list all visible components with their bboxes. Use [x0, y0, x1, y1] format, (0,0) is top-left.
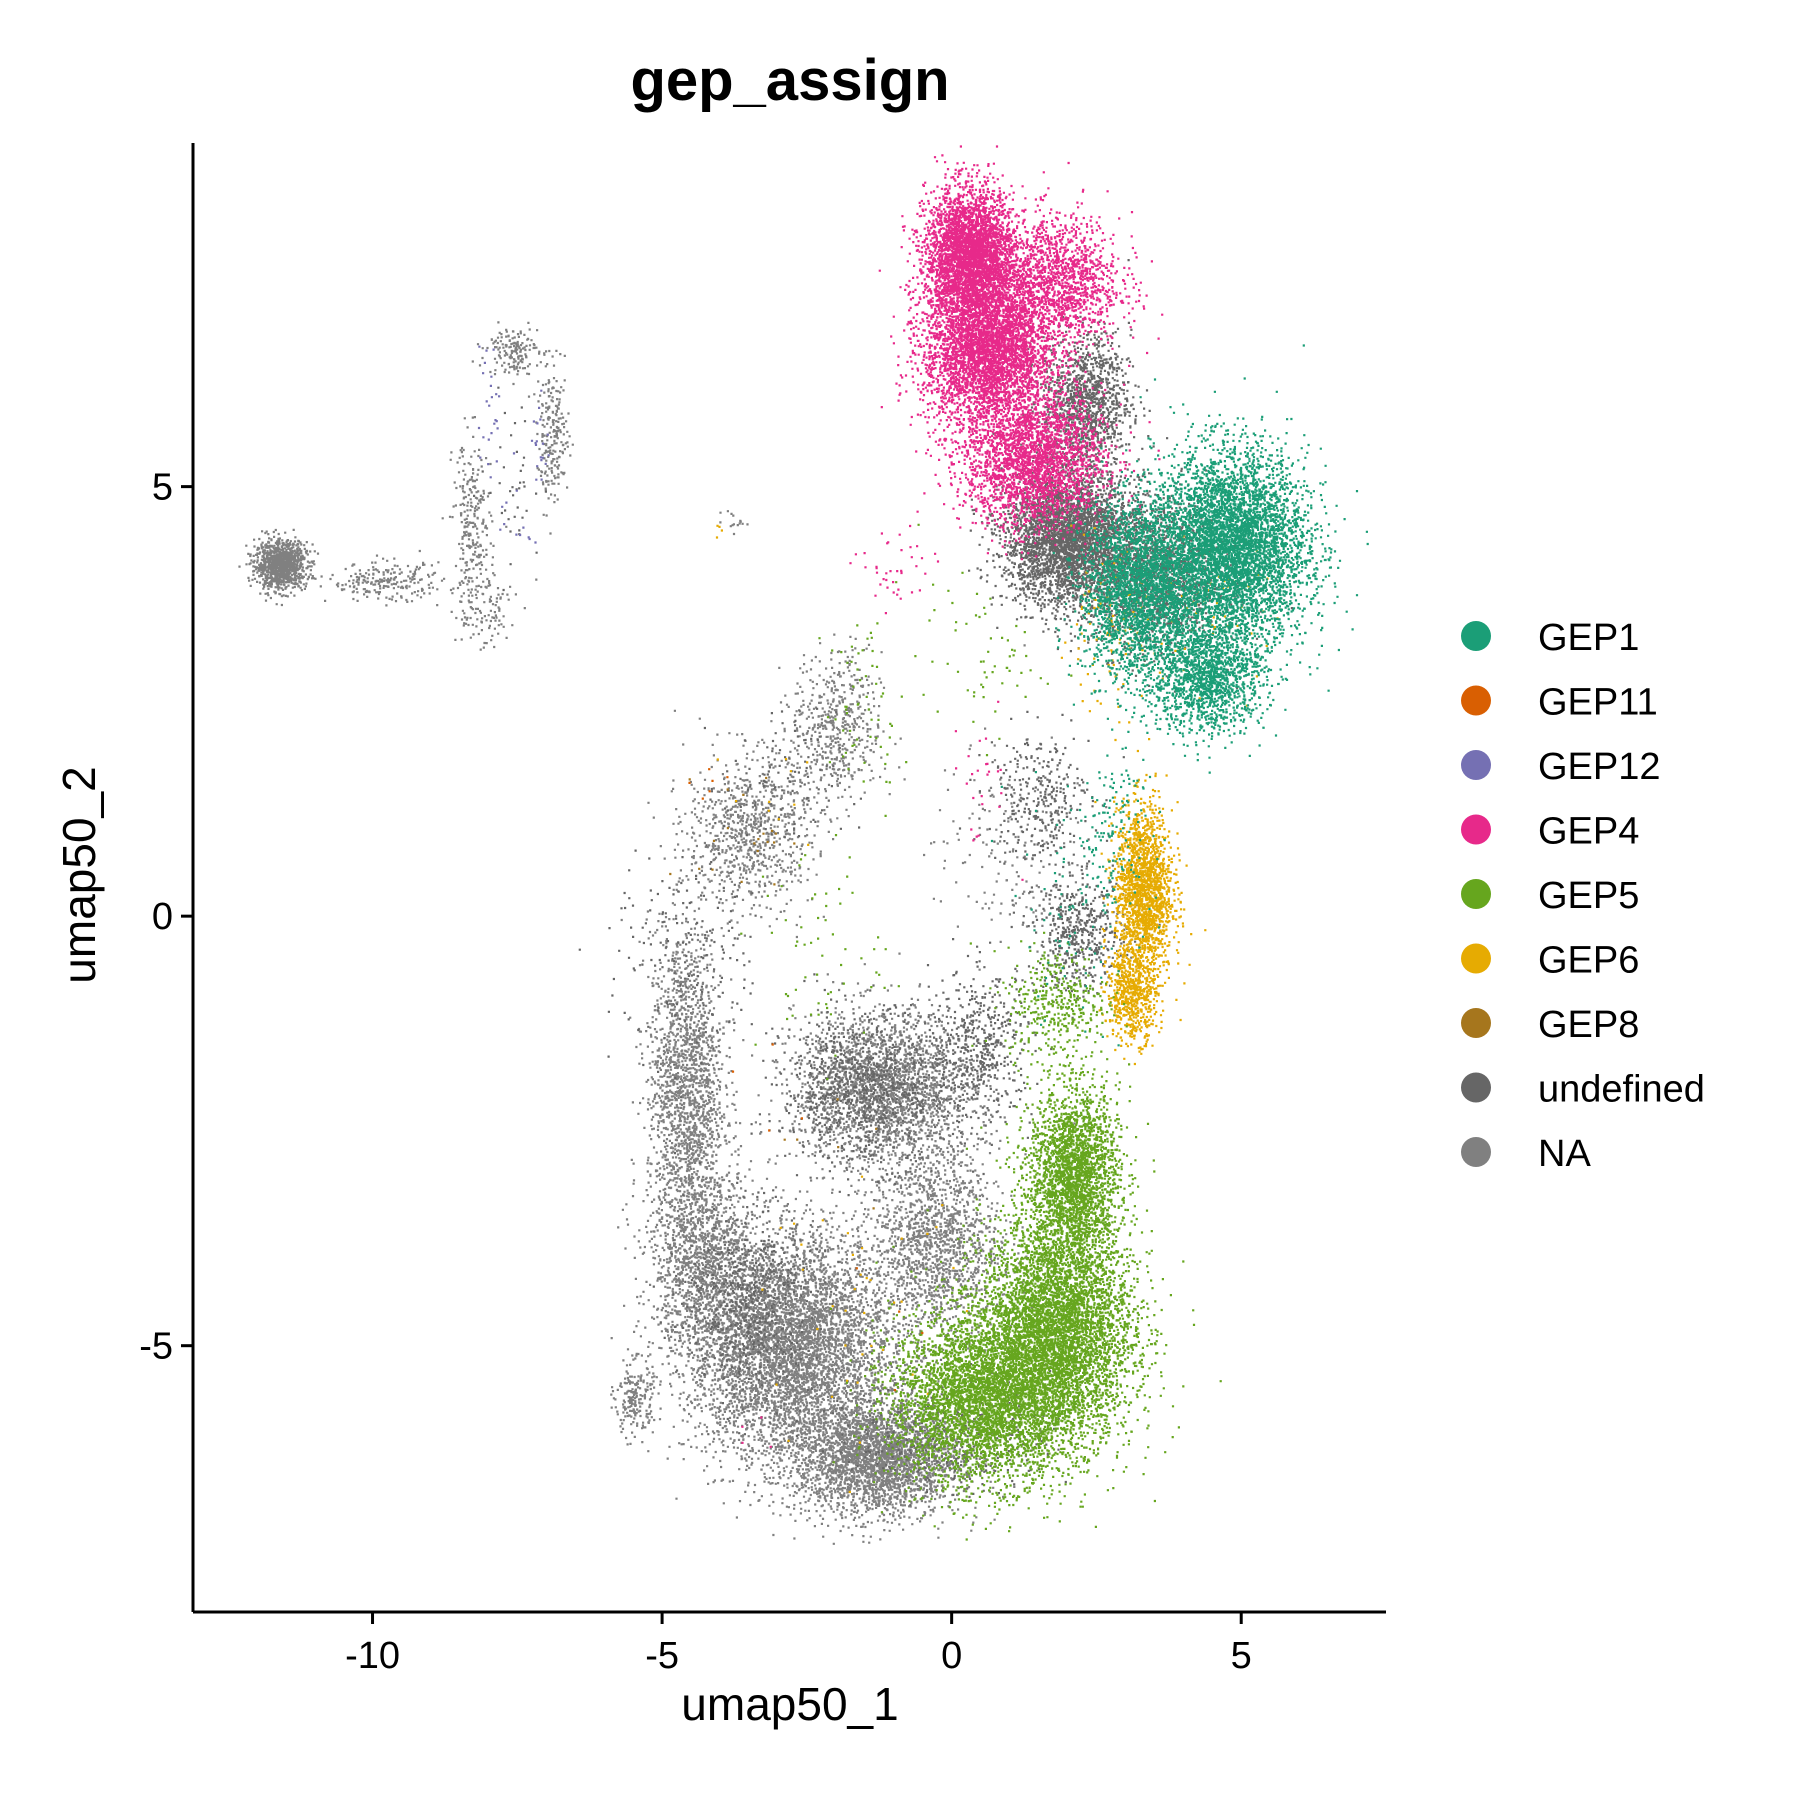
- legend-key-gep12: [1461, 750, 1491, 780]
- scatter-points: [238, 145, 1369, 1545]
- x-axis-title: umap50_1: [681, 1678, 898, 1730]
- x-tick-label: -10: [345, 1635, 400, 1677]
- legend-key-undefined: [1461, 1072, 1491, 1103]
- series-gep1-points: [990, 344, 1369, 1047]
- legend-key-gep11: [1461, 685, 1491, 716]
- legend-key-gep6: [1461, 943, 1491, 974]
- x-tick-label: 0: [941, 1635, 962, 1677]
- series-gep4-points: [741, 145, 1164, 1448]
- legend-key-gep8: [1461, 1008, 1491, 1038]
- legend-label-gep5: GEP5: [1538, 875, 1639, 917]
- chart-title: gep_assign: [630, 48, 949, 113]
- legend-label-gep1: GEP1: [1538, 617, 1639, 659]
- y-tick-label: -5: [139, 1326, 173, 1368]
- x-tick-label: 5: [1231, 1635, 1252, 1677]
- series-gep12-point-cloud: [477, 345, 550, 544]
- legend-key-gep5: [1461, 879, 1491, 909]
- legend-key-gep4: [1461, 814, 1491, 845]
- legend-label-gep8: GEP8: [1538, 1004, 1639, 1046]
- legend-label-gep4: GEP4: [1538, 811, 1639, 853]
- series-gep1-point-cloud: [990, 344, 1369, 1047]
- series-gep5-point-cloud: [740, 523, 1222, 1541]
- series-gep4-point-cloud: [741, 145, 1164, 1448]
- series-undefined-points: [473, 259, 1293, 1507]
- series-na-point-cloud: [238, 321, 1138, 1545]
- series-gep12-points: [477, 345, 550, 544]
- x-tick-label: -5: [645, 1635, 679, 1677]
- y-tick-label: 5: [152, 467, 173, 509]
- legend: GEP1 GEP11 GEP12 GEP4 GEP5 GEP6 GEP8 undefined N…: [1461, 617, 1705, 1175]
- legend-label-gep6: GEP6: [1538, 940, 1639, 982]
- series-gep5-points: [740, 523, 1222, 1541]
- legend-label-na: NA: [1538, 1133, 1591, 1175]
- legend-key-na: [1461, 1137, 1491, 1167]
- y-axis-title: umap50_2: [53, 766, 105, 983]
- legend-label-gep12: GEP12: [1538, 746, 1661, 788]
- series-na-points: [238, 321, 1138, 1545]
- legend-key-gep1: [1461, 621, 1491, 651]
- y-tick-label: 0: [152, 896, 173, 938]
- legend-label-undefined: undefined: [1538, 1069, 1705, 1111]
- series-undefined-point-cloud: [473, 259, 1293, 1507]
- legend-label-gep11: GEP11: [1538, 682, 1658, 724]
- axis-ticks: -10 -5 0 5 -5 0 5: [139, 467, 1252, 1677]
